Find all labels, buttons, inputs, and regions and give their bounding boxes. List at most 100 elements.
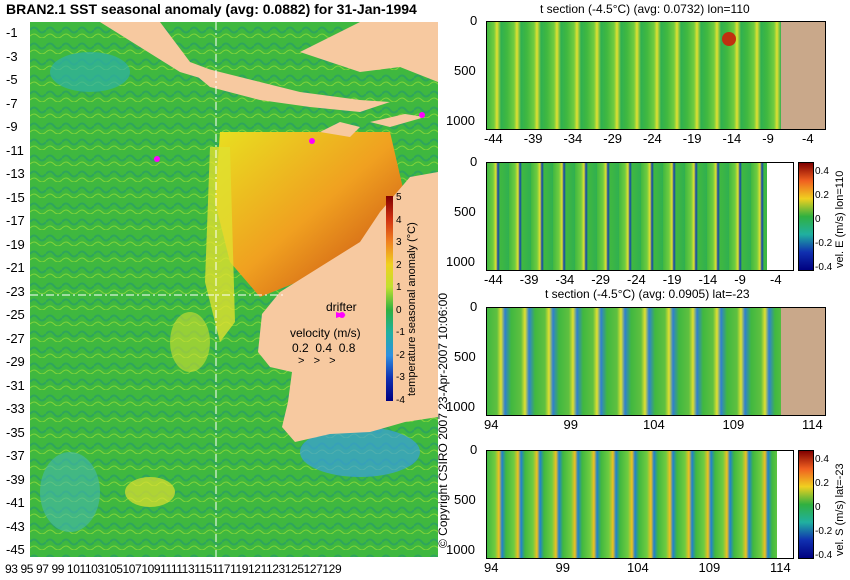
velocity-legend-values: 0.2 0.4 0.8 bbox=[292, 341, 356, 355]
panel-x-tick-label: 94 bbox=[484, 560, 499, 575]
panel4-colorbar bbox=[798, 450, 814, 559]
panel-x-tick-label: 104 bbox=[627, 560, 649, 575]
panel-colorbar-tick: 0 bbox=[815, 214, 821, 225]
panel-x-tick-label: -34 bbox=[555, 272, 575, 287]
lat-tick-label: -13 bbox=[6, 166, 25, 181]
panel1-title: t section (-4.5°C) (avg: 0.0732) lon=110 bbox=[540, 2, 750, 16]
lat-tick-label: -1 bbox=[6, 25, 18, 40]
lat-tick-label: -41 bbox=[6, 495, 25, 510]
panel-colorbar-tick: 0.2 bbox=[815, 478, 829, 489]
lat-tick-label: -29 bbox=[6, 354, 25, 369]
panel1-section-plot bbox=[486, 21, 826, 130]
drifter-marker bbox=[419, 112, 425, 118]
panel4-colorbar-label: vel. S (m/s) lat=-23 bbox=[834, 463, 846, 556]
panel-x-tick-label: -14 bbox=[722, 131, 742, 146]
drifter-marker bbox=[154, 156, 160, 162]
sst-colorbar-tick: 2 bbox=[396, 259, 402, 271]
sst-colorbar-tick: 1 bbox=[396, 282, 402, 293]
panel-x-tick-label: -39 bbox=[523, 131, 543, 146]
sst-colorbar-tick: -3 bbox=[396, 372, 405, 383]
lat-tick-label: -5 bbox=[6, 72, 18, 87]
panel-y-tick-label: 500 bbox=[454, 349, 476, 364]
panel-x-tick-label: -34 bbox=[563, 131, 583, 146]
lat-tick-label: -11 bbox=[6, 142, 24, 158]
lat-tick-label: -15 bbox=[6, 189, 25, 205]
lat-tick-label: -7 bbox=[6, 95, 18, 111]
borneo-sulawesi-land bbox=[300, 22, 438, 82]
panel-x-tick-label: -14 bbox=[698, 272, 718, 287]
lat-tick-label: -17 bbox=[6, 213, 25, 228]
drifter-label: drifter bbox=[326, 300, 357, 314]
warm-anomaly-region bbox=[215, 132, 405, 297]
lat-tick-label: -23 bbox=[6, 283, 25, 299]
panel-y-tick-label: 1000 bbox=[446, 113, 475, 128]
lat-tick-label: -33 bbox=[6, 401, 25, 416]
panel-y-tick-label: 1000 bbox=[446, 542, 475, 557]
panel-x-tick-label: 99 bbox=[555, 560, 570, 575]
lat-tick-label: -31 bbox=[6, 377, 25, 393]
panel-x-tick-label: -19 bbox=[682, 131, 702, 146]
panel-y-tick-label: 0 bbox=[470, 154, 478, 169]
lat-tick-label: -45 bbox=[6, 542, 25, 557]
lon-tick-labels: 93 95 97 99 1011031051071091111131151171… bbox=[5, 562, 342, 576]
australia-landmass bbox=[258, 172, 438, 442]
lat-tick-label: -21 bbox=[6, 260, 25, 275]
panel-x-tick-label: 94 bbox=[484, 417, 499, 432]
panel-x-tick-label: 109 bbox=[698, 560, 721, 575]
panel3-title: t section (-4.5°C) (avg: 0.0905) lat=-23 bbox=[545, 287, 750, 301]
lat-tick-label: -25 bbox=[6, 307, 25, 322]
panel-y-tick-label: 500 bbox=[454, 492, 476, 507]
lat-tick-label: -35 bbox=[6, 424, 25, 440]
lat-tick-label: -19 bbox=[6, 236, 25, 252]
panel-colorbar-tick: 0.2 bbox=[815, 190, 829, 201]
drifter-marker bbox=[309, 138, 315, 144]
sst-anomaly-map bbox=[30, 22, 438, 557]
panel-y-tick-label: 500 bbox=[454, 63, 476, 78]
panel-x-tick-label: -39 bbox=[519, 272, 539, 287]
panel-x-tick-label: -29 bbox=[603, 131, 623, 146]
panel-x-tick-label: 104 bbox=[643, 417, 665, 432]
sst-colorbar-tick: 0 bbox=[396, 304, 402, 316]
panel-colorbar-tick: -0.4 bbox=[815, 262, 833, 273]
panel-y-tick-label: 0 bbox=[470, 299, 478, 314]
panel-x-tick-label: 99 bbox=[563, 417, 578, 432]
velocity-legend-arrows: > > > bbox=[298, 355, 336, 367]
panel-colorbar-tick: 0 bbox=[815, 502, 821, 513]
panel-colorbar-tick: -0.2 bbox=[815, 526, 833, 537]
panel-x-tick-label: -4 bbox=[802, 131, 814, 146]
panel-x-tick-label: -19 bbox=[662, 272, 682, 287]
panel-colorbar-tick: 0.4 bbox=[815, 166, 829, 177]
panel-colorbar-tick: 0.4 bbox=[815, 454, 829, 465]
lat-tick-label: -37 bbox=[6, 448, 25, 463]
panel-x-tick-label: -24 bbox=[643, 131, 662, 146]
panel-y-tick-label: 500 bbox=[454, 204, 476, 219]
panel-x-tick-label: -29 bbox=[591, 272, 611, 287]
copyright-text: © Copyright CSIRO 2007 23-Apr-2007 10:06… bbox=[436, 293, 450, 548]
panel-x-tick-label: 114 bbox=[770, 560, 791, 575]
panel4-velocity-plot bbox=[486, 450, 794, 559]
drifter-legend-arrow bbox=[336, 312, 346, 318]
panel2-colorbar-label: vel. E (m/s) lon=110 bbox=[834, 170, 846, 268]
sst-colorbar-tick: 5 bbox=[396, 192, 402, 203]
lat-tick-label: -27 bbox=[6, 330, 25, 346]
sst-colorbar-label: temperature seasonal anomaly (°C) bbox=[406, 222, 418, 396]
panel-x-tick-label: -4 bbox=[770, 272, 782, 287]
sst-colorbar-tick: -2 bbox=[396, 349, 405, 361]
panel-y-tick-label: 1000 bbox=[446, 399, 475, 414]
panel-x-tick-label: -44 bbox=[484, 131, 503, 146]
panel-y-tick-label: 0 bbox=[470, 13, 478, 28]
lat-tick-label: -3 bbox=[6, 48, 18, 64]
panel-y-tick-label: 1000 bbox=[446, 254, 475, 269]
panel2-colorbar bbox=[798, 162, 814, 271]
panel-x-tick-label: -24 bbox=[627, 272, 646, 287]
panel-x-tick-label: -9 bbox=[734, 272, 746, 287]
sst-colorbar-tick: -4 bbox=[396, 394, 405, 406]
lat-tick-label: -9 bbox=[6, 119, 18, 134]
panel2-velocity-plot bbox=[486, 162, 794, 271]
sst-colorbar-tick: -1 bbox=[396, 327, 405, 338]
velocity-legend-title: velocity (m/s) bbox=[290, 326, 361, 340]
lat-tick-label: -39 bbox=[6, 471, 25, 487]
panel-x-tick-label: -44 bbox=[484, 272, 503, 287]
sst-colorbar bbox=[386, 196, 393, 401]
lat-tick-label: -43 bbox=[6, 518, 25, 534]
